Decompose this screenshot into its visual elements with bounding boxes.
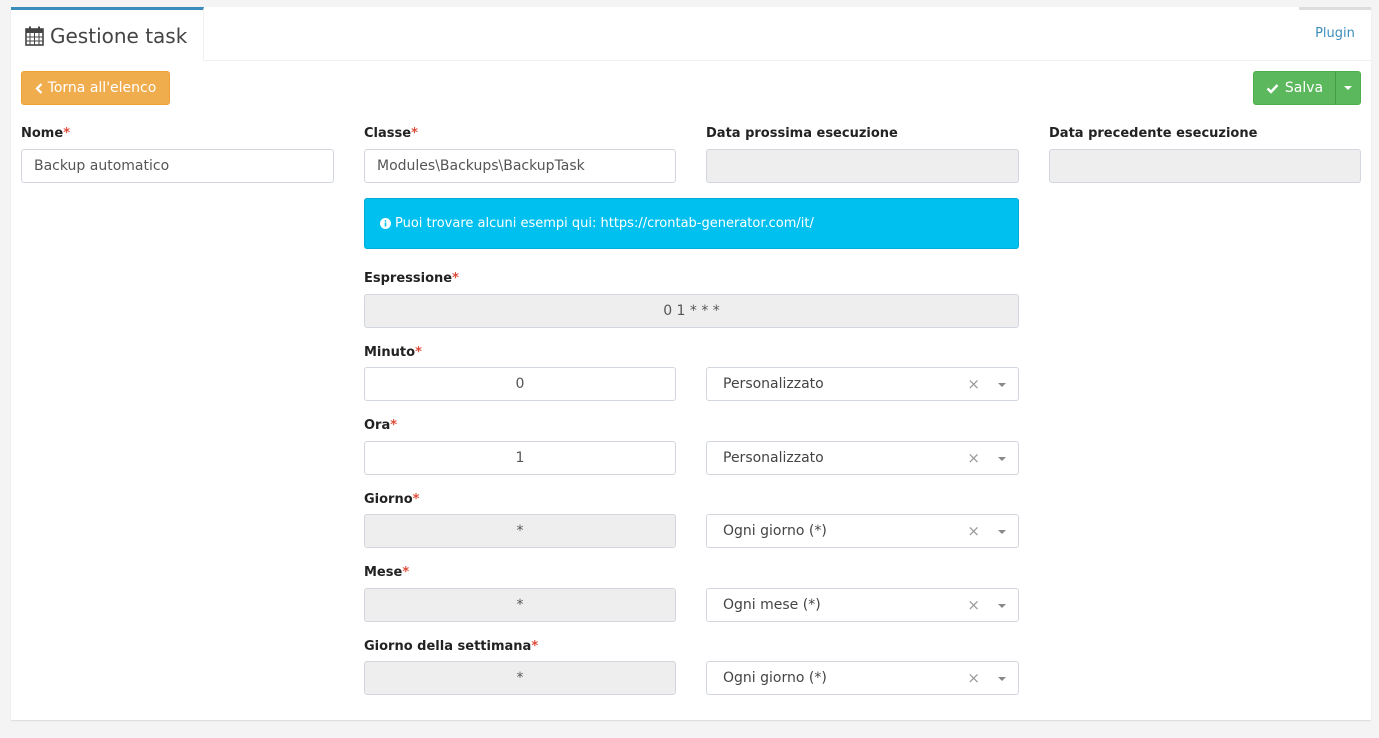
save-button[interactable]: Salva (1253, 71, 1336, 105)
ora-input[interactable]: 1 (364, 441, 676, 475)
mese-input[interactable]: * (364, 588, 676, 622)
clear-icon[interactable]: × (967, 669, 980, 687)
minuto-select[interactable]: Personalizzato × (706, 367, 1019, 401)
giorno-input[interactable]: * (364, 514, 676, 548)
check-icon (1266, 83, 1279, 94)
clear-icon[interactable]: × (967, 596, 980, 614)
espressione-input[interactable]: 0 1 * * * (364, 294, 1019, 328)
ora-label: Ora* (364, 418, 398, 433)
chevron-left-icon (35, 82, 42, 94)
next-execution-label: Data prossima esecuzione (706, 126, 898, 141)
minuto-label: Minuto* (364, 345, 422, 360)
caret-down-icon (998, 457, 1006, 461)
info-callout: Puoi trovare alcuni esempi qui: https://… (364, 198, 1019, 249)
tab-plugin[interactable]: Plugin (1299, 7, 1371, 61)
prev-execution-input[interactable] (1049, 149, 1361, 183)
panel-header: Gestione task Plugin (11, 7, 1371, 61)
giorno-label: Giorno* (364, 492, 420, 507)
mese-label: Mese* (364, 565, 410, 580)
nome-label: Nome* (21, 126, 70, 141)
settimana-input[interactable]: * (364, 661, 676, 695)
save-options-dropdown[interactable] (1335, 71, 1361, 105)
caret-down-icon (998, 604, 1006, 608)
calendar-icon (25, 26, 44, 46)
tab-gestione-task[interactable]: Gestione task (11, 7, 204, 61)
back-to-list-button[interactable]: Torna all'elenco (21, 71, 170, 105)
minuto-input[interactable]: 0 (364, 367, 676, 401)
mese-select[interactable]: Ogni mese (*) × (706, 588, 1019, 622)
giorno-select[interactable]: Ogni giorno (*) × (706, 514, 1019, 548)
clear-icon[interactable]: × (967, 449, 980, 467)
info-circle-icon (380, 218, 391, 229)
nome-input[interactable]: Backup automatico (21, 149, 334, 183)
prev-execution-label: Data precedente esecuzione (1049, 126, 1258, 141)
settimana-label: Giorno della settimana* (364, 639, 539, 654)
clear-icon[interactable]: × (967, 522, 980, 540)
classe-label: Classe* (364, 126, 418, 141)
caret-down-icon (1344, 86, 1352, 90)
next-execution-input[interactable] (706, 149, 1019, 183)
ora-select[interactable]: Personalizzato × (706, 441, 1019, 475)
classe-input[interactable]: Modules\Backups\BackupTask (364, 149, 676, 183)
espressione-label: Espressione* (364, 271, 459, 286)
caret-down-icon (998, 530, 1006, 534)
clear-icon[interactable]: × (967, 375, 980, 393)
caret-down-icon (998, 677, 1006, 681)
caret-down-icon (998, 383, 1006, 387)
page-title: Gestione task (50, 23, 188, 48)
settimana-select[interactable]: Ogni giorno (*) × (706, 661, 1019, 695)
task-panel: Gestione task Plugin (11, 7, 1371, 720)
